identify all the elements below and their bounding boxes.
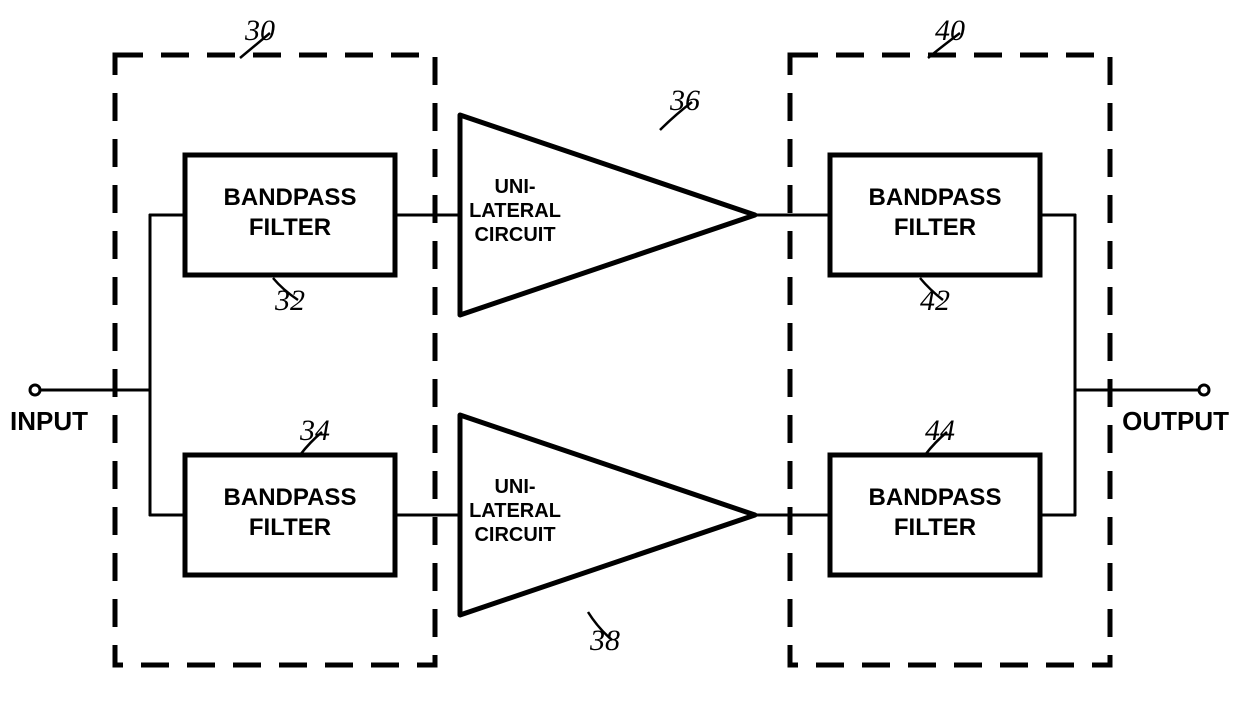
block-label-bp_top_right-l2: FILTER	[894, 214, 976, 241]
block-label-bp_bot_left-l1: BANDPASS	[224, 484, 357, 511]
ref-label-38: 38	[589, 624, 620, 657]
tri-label-amp_top-l2: LATERAL	[469, 200, 561, 222]
tri-label-amp_bot-l2: LATERAL	[469, 500, 561, 522]
output-label: OUTPUT	[1122, 406, 1229, 436]
block-label-bp_bot_right-l1: BANDPASS	[869, 484, 1002, 511]
block-label-bp_top_right-l1: BANDPASS	[869, 184, 1002, 211]
block-label-bp_bot_left-l2: FILTER	[249, 514, 331, 541]
tri-label-amp_top-l3: CIRCUIT	[474, 224, 555, 246]
tri-label-amp_top-l1: UNI-	[494, 176, 535, 198]
ref-label-44: 44	[925, 414, 955, 447]
ref-label-36: 36	[669, 84, 700, 117]
block-label-bp_top_left-l1: BANDPASS	[224, 184, 357, 211]
input-terminal	[30, 385, 40, 395]
ref-label-34: 34	[299, 414, 330, 447]
tri-label-amp_bot-l3: CIRCUIT	[474, 524, 555, 546]
tri-label-amp_bot-l1: UNI-	[494, 476, 535, 498]
block-label-bp_bot_right-l2: FILTER	[894, 514, 976, 541]
input-label: INPUT	[10, 406, 88, 436]
output-terminal	[1199, 385, 1209, 395]
ref-label-42: 42	[920, 284, 950, 317]
block-label-bp_top_left-l2: FILTER	[249, 214, 331, 241]
ref-label-32: 32	[274, 284, 305, 317]
